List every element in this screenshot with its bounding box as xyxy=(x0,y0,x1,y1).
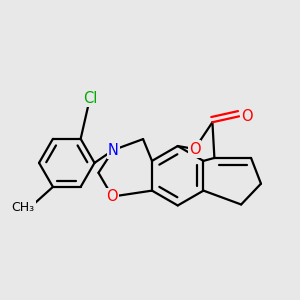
Text: CH₃: CH₃ xyxy=(12,201,35,214)
Text: Cl: Cl xyxy=(83,91,98,106)
Text: O: O xyxy=(106,189,118,204)
Text: N: N xyxy=(108,142,119,158)
Text: O: O xyxy=(189,142,200,157)
Text: O: O xyxy=(241,109,253,124)
